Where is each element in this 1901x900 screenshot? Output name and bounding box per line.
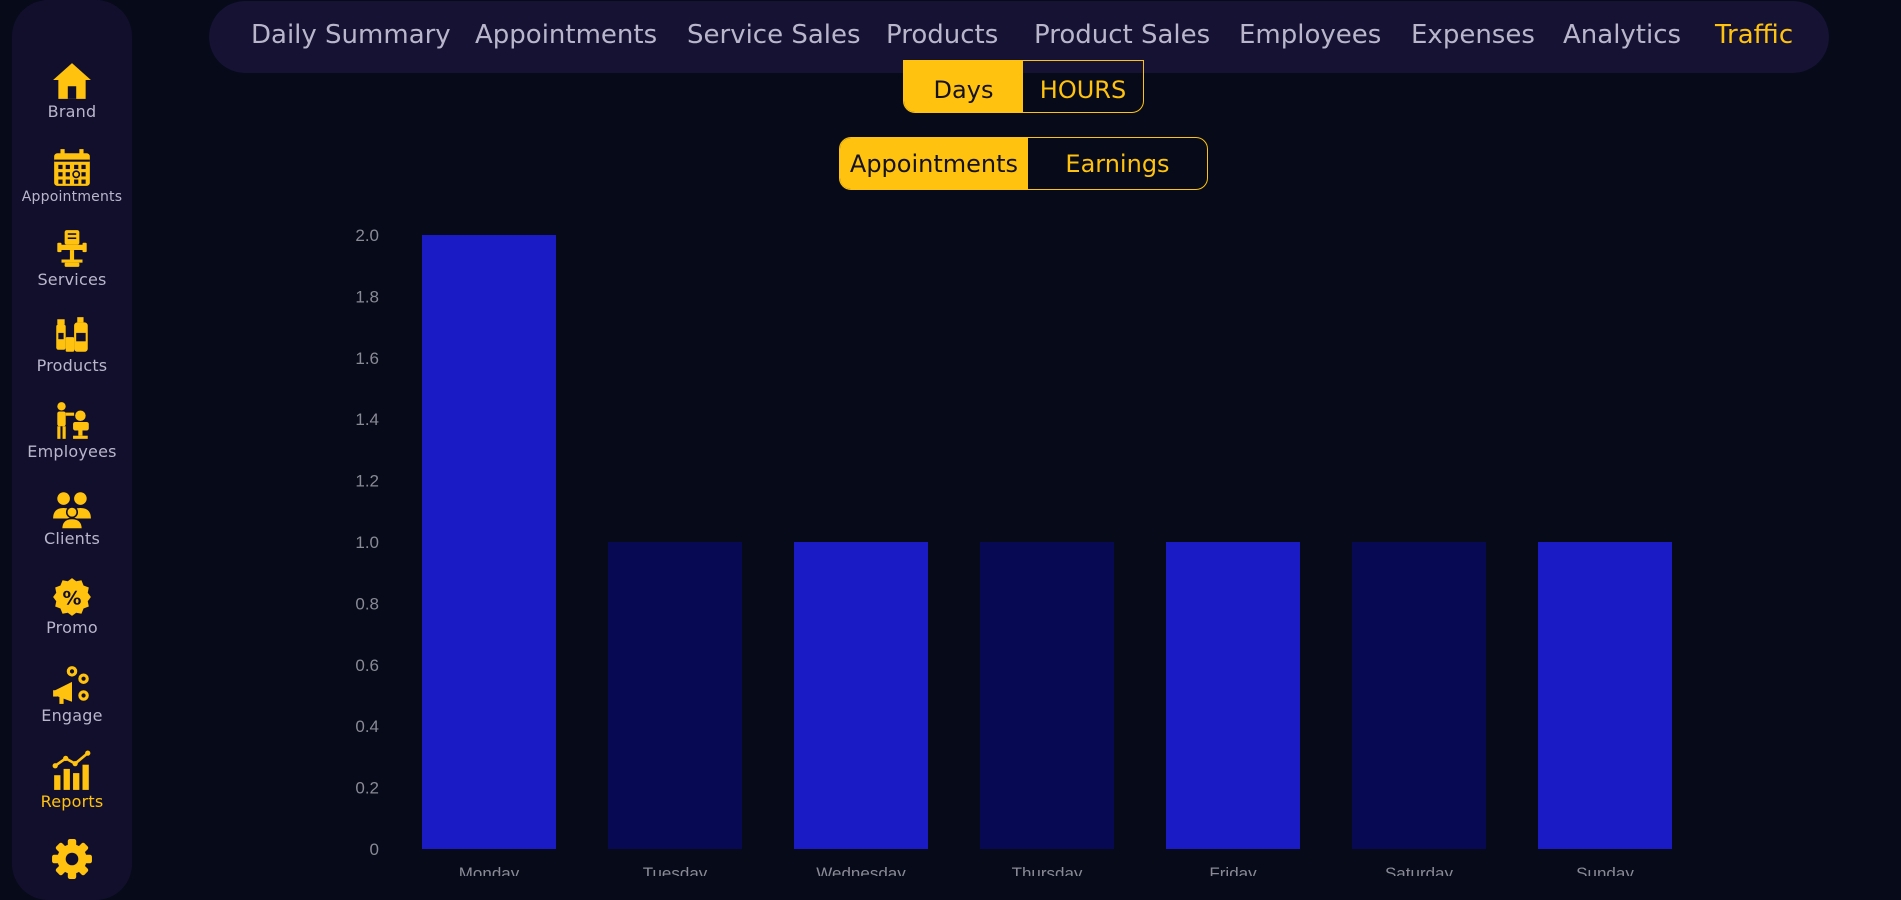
y-tick-label: 1.8	[355, 287, 379, 306]
sidebar-item-label: Clients	[43, 529, 101, 548]
sidebar-item-promo[interactable]: % Promo	[12, 576, 132, 637]
y-tick-label: 0.6	[355, 656, 379, 675]
tab-analytics[interactable]: Analytics	[1563, 20, 1682, 50]
megaphone-icon	[53, 666, 89, 704]
sidebar-item-label: Brand	[47, 102, 97, 121]
tab-service-sales[interactable]: Service Sales	[687, 20, 861, 50]
days-option[interactable]: Days	[904, 61, 1023, 112]
tab-products[interactable]: Products	[886, 20, 999, 50]
sidebar-item-reports[interactable]: Reports	[12, 750, 132, 811]
stylist-icon	[57, 402, 89, 439]
appointments-option[interactable]: Appointments	[840, 138, 1028, 189]
tab-employees[interactable]: Employees	[1239, 20, 1382, 50]
y-tick-label: 1.4	[355, 410, 379, 429]
tab-expenses[interactable]: Expenses	[1411, 20, 1535, 50]
traffic-bar-chart: 0 0.2 0.4 0.6 0.8 1.0 1.2 1.4 1.6 1.8 2.0 Monday Tue…	[355, 226, 1672, 876]
svg-text:%: %	[63, 587, 82, 609]
y-tick-label: 0.8	[355, 594, 379, 613]
sidebar-item-label: Engage	[41, 706, 103, 725]
chart-growth-icon	[52, 750, 91, 790]
x-tick-label: Sunday	[1576, 864, 1634, 876]
bar-friday[interactable]	[1166, 542, 1300, 849]
tab-daily-summary[interactable]: Daily Summary	[251, 20, 451, 50]
tab-appointments[interactable]: Appointments	[475, 20, 658, 50]
y-tick-label: 0.4	[355, 717, 379, 736]
x-tick-label: Saturday	[1385, 864, 1454, 876]
bar-saturday[interactable]	[1352, 542, 1486, 849]
sidebar-item-label: Employees	[27, 442, 117, 461]
period-toggle: Days HOURS	[903, 60, 1144, 113]
sidebar: Brand Appointments	[12, 0, 132, 900]
x-tick-label: Wednesday	[816, 864, 906, 876]
sidebar-item-employees[interactable]: Employees	[12, 400, 132, 461]
percent-badge-icon: %	[53, 578, 91, 616]
bar-wednesday[interactable]	[794, 542, 928, 849]
bar-thursday[interactable]	[980, 542, 1114, 849]
sidebar-item-label: Products	[36, 356, 108, 375]
x-tick-label: Thursday	[1012, 864, 1083, 876]
y-tick-label: 0	[370, 840, 379, 859]
sidebar-item-clients[interactable]: Clients	[12, 487, 132, 548]
sidebar-item-services[interactable]: Services	[12, 228, 132, 289]
y-tick-label: 1.6	[355, 349, 379, 368]
clients-group-icon	[53, 492, 91, 529]
barber-chair-icon	[57, 230, 87, 267]
y-tick-label: 2.0	[355, 226, 379, 245]
y-tick-label: 1.2	[355, 472, 379, 491]
bar-tuesday[interactable]	[608, 542, 742, 849]
metric-toggle: Appointments Earnings	[839, 137, 1208, 190]
earnings-option[interactable]: Earnings	[1065, 149, 1170, 178]
bar-sunday[interactable]	[1538, 542, 1672, 849]
home-icon	[53, 63, 91, 99]
y-tick-label: 1.0	[355, 533, 379, 552]
product-bottles-icon	[56, 317, 88, 352]
tab-product-sales[interactable]: Product Sales	[1034, 20, 1211, 50]
tab-traffic[interactable]: Traffic	[1715, 20, 1794, 50]
sidebar-item-products[interactable]: Products	[12, 314, 132, 375]
sidebar-item-label: Reports	[40, 792, 104, 811]
bar-monday[interactable]	[422, 235, 556, 849]
sidebar-item-label: Appointments	[21, 189, 123, 205]
x-tick-label: Monday	[459, 864, 520, 876]
sidebar-item-engage[interactable]: Engage	[12, 664, 132, 725]
x-tick-label: Friday	[1209, 864, 1257, 876]
y-tick-label: 0.2	[355, 779, 379, 798]
sidebar-item-settings[interactable]	[12, 838, 132, 880]
sidebar-item-brand[interactable]: Brand	[12, 60, 132, 121]
sidebar-item-label: Services	[37, 270, 107, 289]
hours-option[interactable]: HOURS	[1039, 75, 1127, 104]
x-tick-label: Tuesday	[643, 864, 708, 876]
calendar-icon	[54, 149, 90, 186]
sidebar-item-label: Promo	[46, 618, 98, 637]
gear-icon	[52, 839, 92, 879]
sidebar-item-appointments[interactable]: Appointments	[12, 147, 132, 205]
